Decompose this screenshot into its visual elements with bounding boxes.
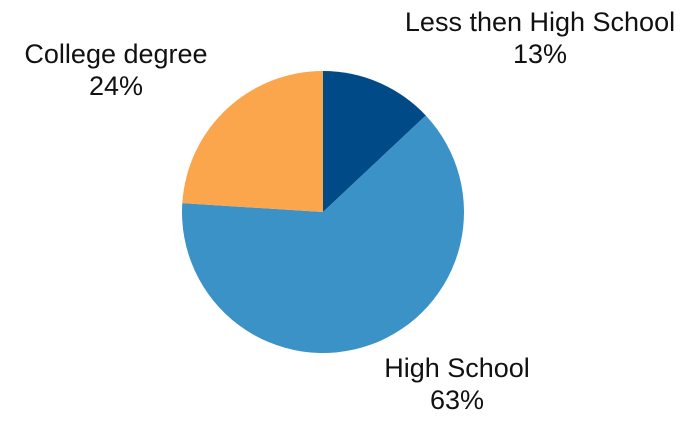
- slice-label-less-then-high-school-value: 13%: [512, 39, 568, 69]
- slice-label-high-school-value: 63%: [429, 385, 485, 415]
- pie-slice-less-then-high-school: [323, 71, 426, 212]
- pie-slice-college-degree: [182, 71, 323, 212]
- slice-label-college-degree-value: 24%: [88, 71, 144, 101]
- slice-label-college-degree-name: College degree: [24, 39, 208, 69]
- slice-label-high-school-name: High School: [384, 353, 530, 383]
- slice-label-less-then-high-school-name: Less then High School: [404, 7, 676, 37]
- slice-label-high-school: High School 63%: [352, 352, 562, 416]
- slice-label-college-degree: College degree 24%: [6, 38, 226, 102]
- pie-slice-high-school: [182, 115, 465, 354]
- slice-label-less-then-high-school: Less then High School 13%: [385, 6, 695, 70]
